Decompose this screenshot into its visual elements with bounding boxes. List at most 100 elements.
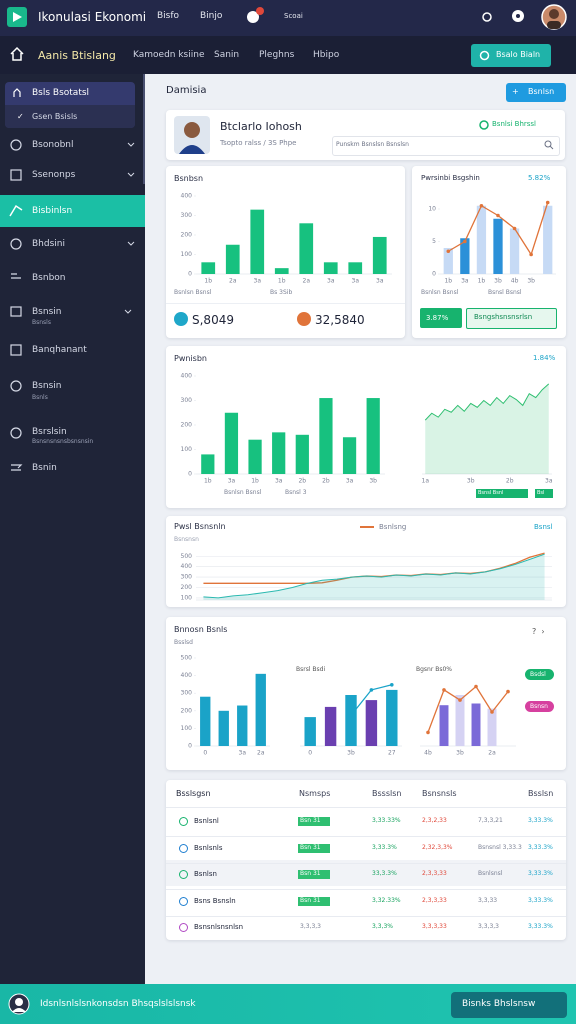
nav-button[interactable]: [471, 44, 551, 67]
y-tick-label: 100: [181, 251, 193, 258]
table-cell[interactable]: Bsnlsnls: [194, 843, 223, 852]
chart-footer: Bsnsl 3: [285, 489, 307, 496]
table-cell: 3,3,3,33: [422, 923, 447, 930]
column-header[interactable]: Nsmsps: [299, 789, 331, 798]
card: [166, 166, 405, 338]
bar: [348, 262, 363, 274]
line-marker: [390, 683, 394, 687]
table-cell[interactable]: Bsns Bsnsln: [194, 896, 236, 905]
table-cell: 3,33.3%: [528, 923, 553, 930]
nav-tab[interactable]: Kamoedn ksiine: [133, 50, 205, 60]
bar: [201, 262, 216, 274]
card-menu[interactable]: ? ›: [532, 627, 545, 636]
top-link[interactable]: Binjo: [200, 11, 223, 21]
sidebar-sub-label: Bsnsls: [32, 319, 51, 326]
cell-tag: [298, 896, 330, 906]
table-cell: 3,33.3%: [528, 870, 553, 877]
help-icon[interactable]: [511, 9, 525, 23]
notification-icon[interactable]: [244, 6, 266, 26]
table-cell[interactable]: Bsnlsnl: [194, 817, 219, 825]
profile-name: Btclarlo Iohosh: [220, 120, 302, 133]
stat-icon: [297, 312, 311, 326]
sidebar-sub-label: Bsnls: [32, 394, 48, 401]
y-tick-label: 10: [428, 206, 436, 213]
sidebar-label[interactable]: Bsnbon: [32, 273, 66, 283]
sidebar-label[interactable]: Bsnsin: [32, 381, 62, 391]
column-header[interactable]: Bssslsn: [372, 789, 402, 798]
x-tick-label: 3b: [456, 750, 464, 757]
chevron: [127, 142, 135, 147]
bar: [237, 705, 248, 746]
column-header[interactable]: Bsnsnsls: [422, 789, 457, 798]
x-tick-label: 3b: [527, 278, 535, 285]
top-link[interactable]: Scoai: [284, 12, 303, 20]
cell-tag: [298, 923, 330, 932]
x-tick-label: 3b: [369, 478, 377, 485]
table-cell[interactable]: Bsnlsn: [194, 870, 217, 878]
sidebar-label[interactable]: Bhdsini: [32, 239, 65, 249]
footer-text: Idsnlsnlslsnkonsdsn Bhsqslslslsnsk: [40, 999, 196, 1009]
sidebar-label[interactable]: Ssenonps: [32, 170, 76, 180]
bar: [439, 705, 449, 746]
table-title: Bsslsgsn: [176, 789, 211, 798]
sidebar-label[interactable]: Banqhanant: [32, 345, 87, 355]
bar: [272, 432, 286, 474]
x-tick-label: 3a: [254, 278, 262, 285]
sidebar-label[interactable]: Bsnsin: [32, 307, 62, 317]
badge: [525, 669, 554, 680]
sidebar-active-item[interactable]: [0, 195, 145, 227]
column-header[interactable]: Bsslsn: [528, 789, 554, 798]
nav-tab[interactable]: Pleghns: [259, 50, 295, 60]
card-subtitle: Bsnsnsn: [174, 536, 199, 543]
table-cell: 3,33.33%: [372, 817, 401, 824]
stat-icon: [174, 312, 188, 326]
page-button[interactable]: [506, 83, 566, 102]
home-icon[interactable]: [9, 46, 25, 62]
y-tick-label: 200: [181, 584, 193, 591]
table-cell: Bsn 31: [300, 896, 321, 904]
x-tick-label: 1a: [422, 478, 430, 485]
row-divider: [166, 862, 566, 864]
sidebar-sub-label[interactable]: Gsen Bsisls: [32, 112, 78, 121]
card-subtitle: Bsslsd: [174, 639, 193, 646]
settings-icon[interactable]: [480, 10, 494, 24]
card-button[interactable]: [466, 308, 557, 329]
sidebar-label[interactable]: Bsnin: [32, 463, 57, 473]
line-marker: [458, 698, 462, 702]
x-tick-label: 3b: [494, 278, 502, 285]
area-chart: 1a 3b 2b 3a: [422, 383, 553, 485]
bar: [487, 708, 497, 746]
user-avatar[interactable]: [541, 4, 567, 30]
x-tick-label: 1b: [204, 478, 212, 485]
sidebar-label[interactable]: Bsonobnl: [32, 140, 74, 150]
bar: [255, 673, 266, 746]
row-divider: [166, 807, 566, 808]
bar: [366, 398, 380, 474]
page-title: Damisia: [166, 85, 207, 96]
chart-footer: Bsnlsn Bsnsl: [421, 289, 459, 296]
bar: [295, 434, 309, 474]
icon: [10, 380, 22, 392]
bar: [250, 209, 265, 274]
table-cell[interactable]: Bsnsnlsnsnlsn: [194, 923, 244, 931]
row-divider: [166, 836, 566, 837]
nav-tab[interactable]: Hbipo: [313, 50, 340, 60]
area-line: [203, 553, 545, 599]
line-marker: [506, 689, 510, 694]
x-tick-label: 2a: [303, 278, 311, 285]
badge-label: Bsdsl: [530, 671, 546, 678]
line-marker: [479, 203, 484, 208]
icon: [10, 238, 22, 250]
nav-tab[interactable]: Sanin: [214, 50, 240, 60]
sidebar-label[interactable]: Bsrslsin: [32, 427, 67, 437]
bar: [471, 703, 481, 746]
bar: [342, 437, 357, 474]
x-tick-label: 27: [388, 750, 396, 757]
row-icon: [179, 817, 188, 826]
search-field[interactable]: [332, 136, 560, 156]
logo[interactable]: [7, 7, 27, 27]
tag: [535, 489, 553, 498]
top-link[interactable]: Bisfo: [157, 11, 180, 21]
footer-button[interactable]: [451, 992, 567, 1018]
